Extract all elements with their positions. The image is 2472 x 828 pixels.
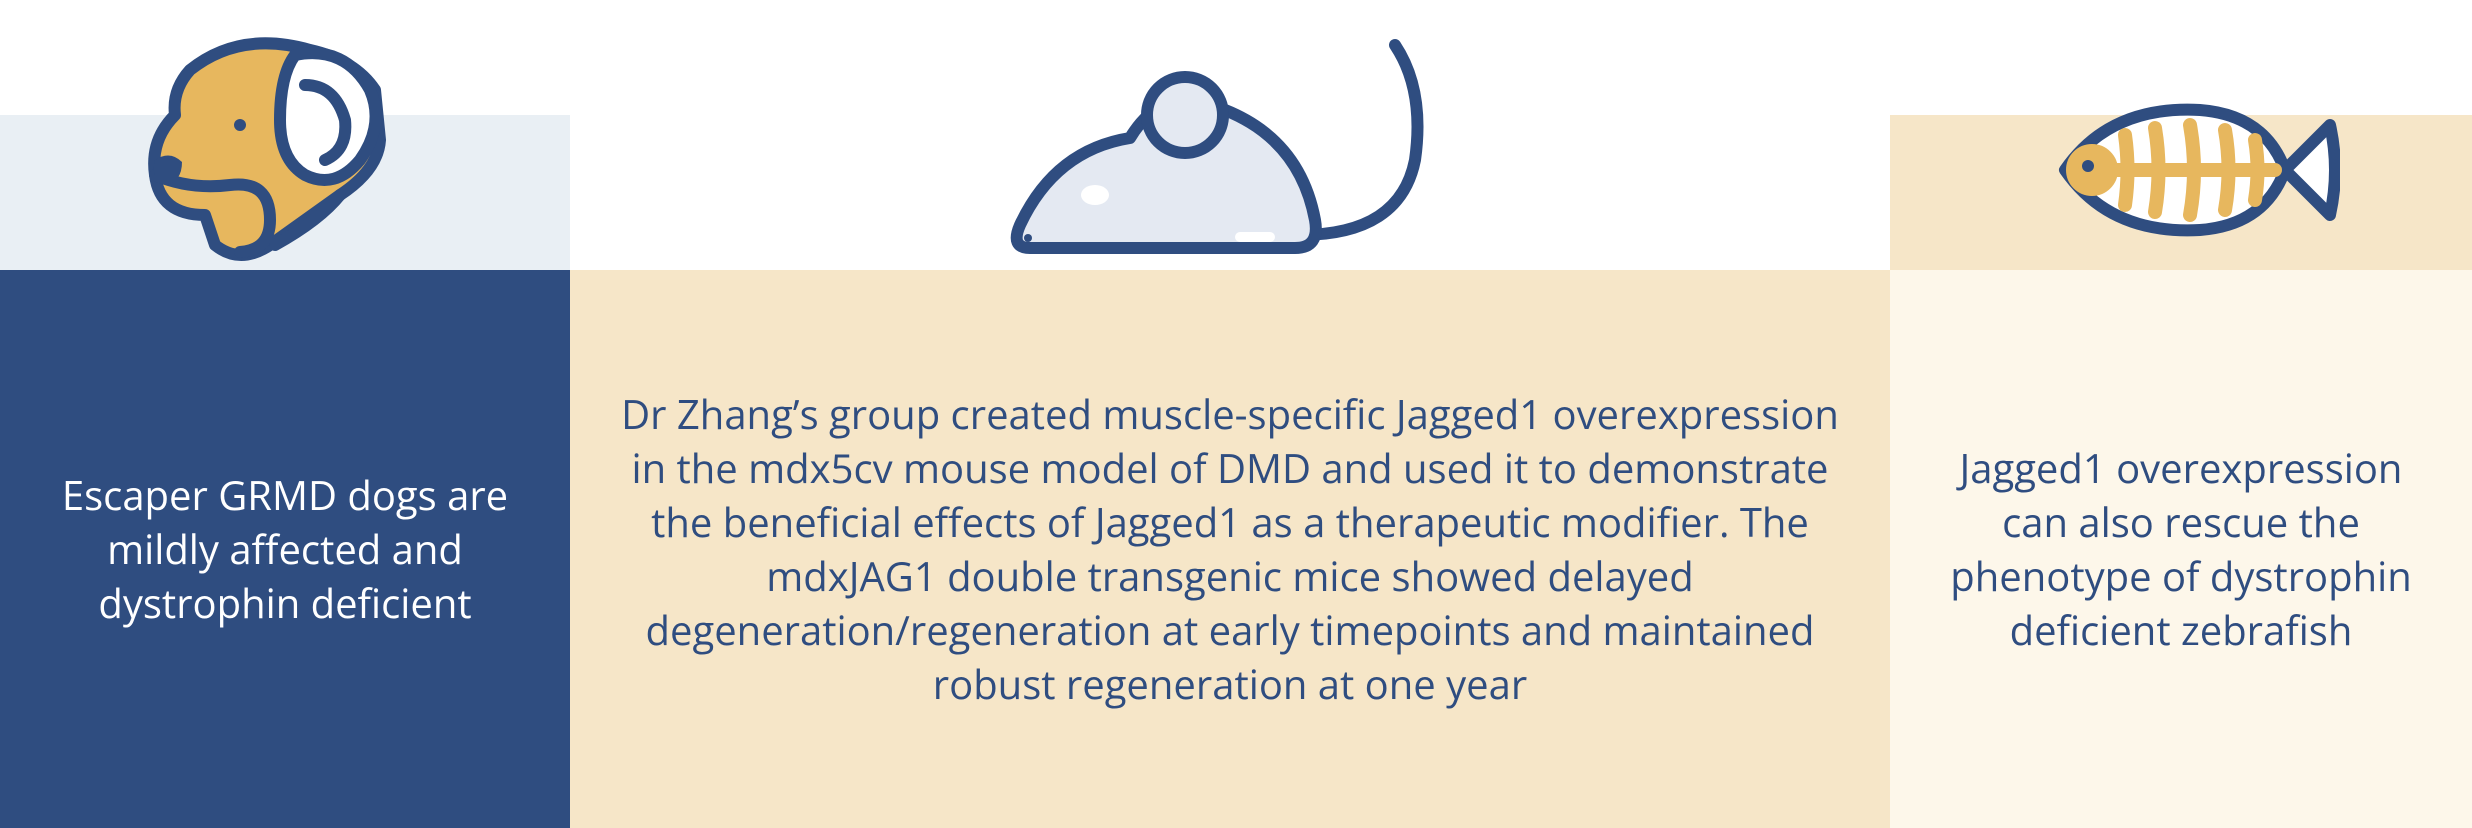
text-fish: Jagged1 overexpression can also rescue t…	[1940, 441, 2422, 657]
column-mouse: Dr Zhang’s group created muscle-specific…	[570, 0, 1890, 828]
columns-container: Escaper GRMD dogs are mildly affected an…	[0, 0, 2472, 828]
icon-row-dog	[0, 0, 570, 270]
column-dog: Escaper GRMD dogs are mildly affected an…	[0, 0, 570, 828]
mouse-icon	[1000, 20, 1460, 270]
text-row-dog: Escaper GRMD dogs are mildly affected an…	[0, 270, 570, 828]
text-dog: Escaper GRMD dogs are mildly affected an…	[50, 468, 520, 630]
text-mouse: Dr Zhang’s group created muscle-specific…	[620, 387, 1840, 711]
fish-icon	[2040, 80, 2340, 260]
text-row-fish: Jagged1 overexpression can also rescue t…	[1890, 270, 2472, 828]
icon-row-fish	[1890, 0, 2472, 270]
text-row-mouse: Dr Zhang’s group created muscle-specific…	[570, 270, 1890, 828]
dog-icon	[120, 20, 420, 280]
infographic-root: Escaper GRMD dogs are mildly affected an…	[0, 0, 2472, 828]
column-fish: Jagged1 overexpression can also rescue t…	[1890, 0, 2472, 828]
icon-row-mouse	[570, 0, 1890, 270]
